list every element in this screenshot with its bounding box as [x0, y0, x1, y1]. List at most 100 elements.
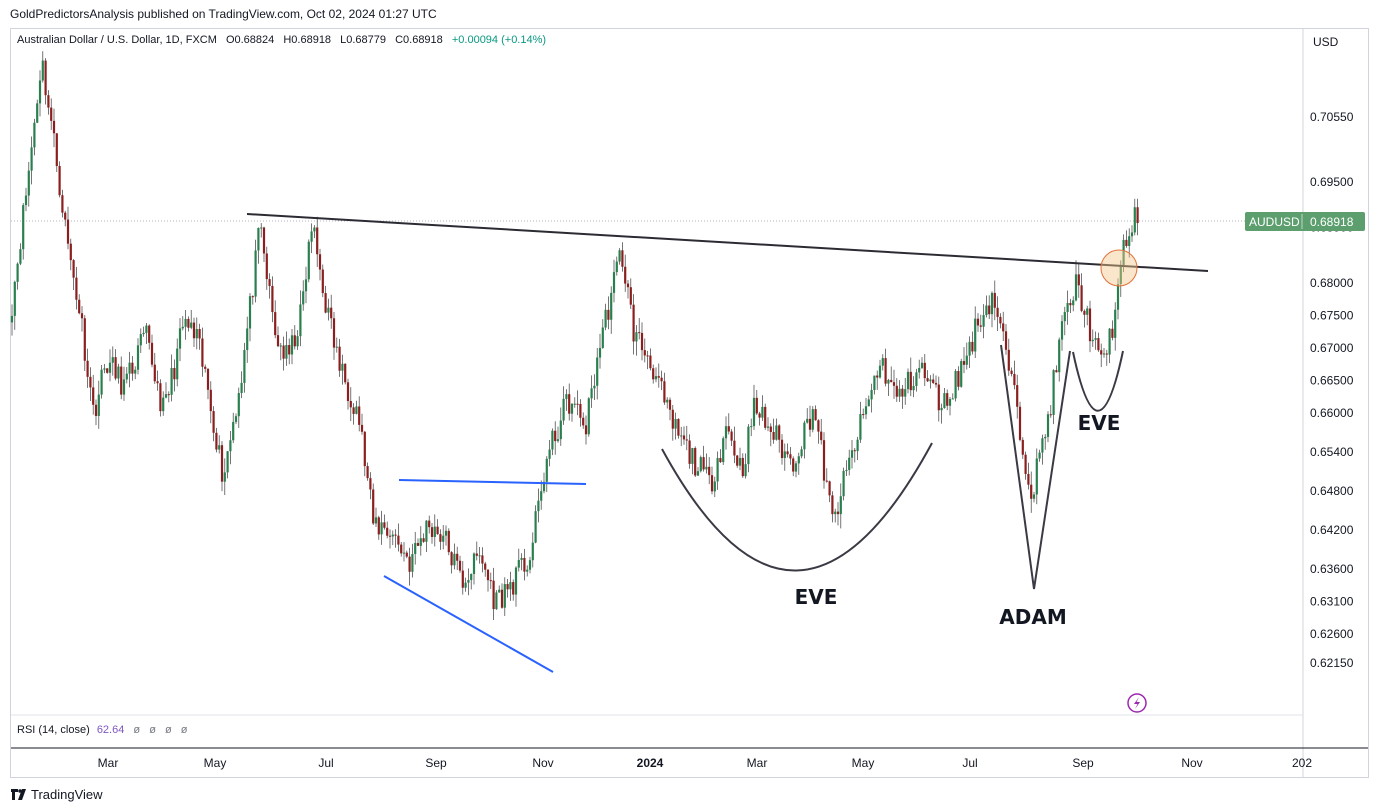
candle-down	[792, 458, 795, 472]
price-tick-label: 0.64200	[1310, 523, 1354, 537]
candle-down	[999, 316, 1002, 324]
candle-down	[1016, 385, 1019, 407]
candle-up	[520, 557, 523, 560]
candle-down	[198, 328, 201, 339]
candle-down	[923, 362, 926, 379]
candle-down	[685, 439, 688, 441]
candle-up	[526, 569, 529, 572]
candle-up	[1044, 436, 1047, 439]
candle-down	[187, 318, 190, 328]
candle-down	[1088, 308, 1092, 342]
candle-down	[890, 379, 893, 383]
neckline-trendline[interactable]	[246, 213, 1209, 272]
candle-up	[279, 345, 282, 347]
candle-up	[285, 345, 288, 359]
candle-up	[750, 426, 753, 428]
candle-down	[44, 60, 47, 96]
candle-down	[131, 362, 134, 374]
price-axis-ticks: 0.705500.695000.685000.680000.675000.670…	[1310, 110, 1354, 670]
candle-down	[937, 384, 940, 411]
candle-down	[1004, 331, 1008, 350]
candle-down	[377, 517, 380, 535]
currency-selector[interactable]: USD	[1313, 35, 1339, 49]
candle-up	[596, 357, 599, 386]
candle-up	[30, 147, 33, 171]
candle-down	[72, 260, 75, 278]
candle-up	[246, 328, 249, 350]
candle-up	[940, 407, 943, 411]
wedge-lower-line[interactable]	[383, 575, 554, 673]
candle-down	[853, 450, 856, 452]
candle-up	[559, 420, 562, 440]
tradingview-logo-icon	[11, 789, 26, 800]
candle-down	[568, 394, 571, 414]
price-tick-label: 0.68000	[1310, 276, 1354, 290]
candle-up	[747, 426, 750, 465]
candle-up	[33, 122, 36, 148]
candle-down	[492, 580, 495, 610]
candle-down	[632, 304, 635, 342]
candle-up	[982, 315, 985, 327]
candle-up	[974, 318, 977, 352]
candle-down	[932, 379, 935, 383]
lightning-bolt-icon[interactable]	[1127, 693, 1147, 713]
time-tick-label: 202	[1292, 756, 1312, 770]
candle-up	[848, 457, 851, 470]
rsi-label: RSI (14, close)	[17, 724, 90, 736]
price-tick-label: 0.67500	[1310, 308, 1354, 322]
candle-down	[78, 299, 81, 314]
breakout-highlight[interactable]	[1100, 249, 1138, 287]
candle-down	[69, 243, 72, 261]
adam-v-shape[interactable]	[1000, 344, 1071, 590]
candle-up	[864, 406, 868, 415]
candle-down	[47, 95, 50, 108]
wedge-upper-line[interactable]	[398, 479, 587, 485]
time-tick-label: May	[852, 756, 875, 770]
candle-up	[38, 80, 42, 104]
rsi-legend: RSI (14, close) 62.64 ø ø ø ø	[17, 724, 188, 736]
time-tick-label: 2024	[637, 756, 664, 770]
symbol-description: Australian Dollar / U.S. Dollar, 1D, FXC…	[17, 34, 217, 46]
eve-label-right: EVE	[1078, 411, 1121, 435]
candle-down	[363, 431, 366, 467]
candle-up	[654, 376, 658, 380]
tradingview-brand[interactable]: TradingView	[11, 787, 103, 802]
price-tick-label: 0.70550	[1310, 110, 1354, 124]
candle-up	[604, 309, 607, 328]
candle-up	[590, 388, 593, 399]
time-tick-label: Mar	[747, 756, 768, 770]
candle-down	[173, 367, 176, 380]
candle-down	[971, 341, 974, 352]
candle-up	[540, 491, 543, 501]
eve-curve-right[interactable]	[1072, 350, 1124, 412]
candle-down	[895, 385, 898, 397]
candle-down	[475, 553, 478, 556]
legend-change: +0.00094 (+0.14%)	[451, 34, 547, 46]
candle-up	[226, 451, 229, 473]
candle-up	[229, 440, 232, 452]
candle-down	[486, 569, 490, 581]
candle-up	[856, 439, 859, 452]
candle-up	[1102, 353, 1106, 355]
candle-down	[215, 432, 218, 450]
candle-up	[335, 346, 338, 348]
candle-down	[621, 250, 624, 267]
candle-down	[271, 285, 274, 313]
price-tick-label: 0.63100	[1310, 594, 1354, 608]
legend-open: O0.68824	[225, 34, 275, 46]
candle-up	[705, 466, 708, 470]
candle-down	[114, 357, 117, 379]
time-tick-label: Nov	[1181, 756, 1202, 770]
candle-down	[1083, 310, 1086, 315]
candle-up	[587, 398, 590, 435]
candle-down	[820, 431, 823, 441]
candle-up	[716, 458, 719, 482]
candle-up	[565, 394, 568, 399]
candle-up	[411, 554, 414, 572]
eve-curve-left[interactable]	[661, 442, 933, 572]
candle-up	[811, 409, 814, 430]
candle-up	[24, 195, 28, 206]
candle-down	[265, 253, 268, 280]
candle-down	[282, 345, 285, 359]
